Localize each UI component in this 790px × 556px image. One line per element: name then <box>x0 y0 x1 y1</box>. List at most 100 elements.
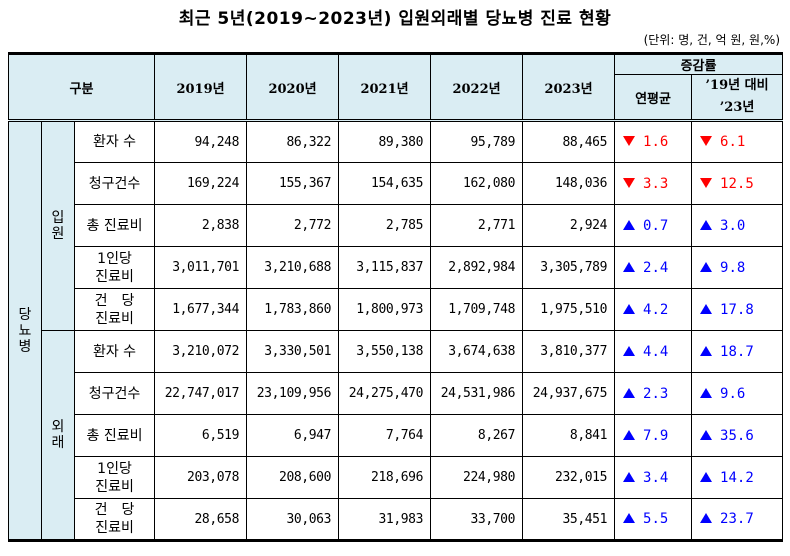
value-cell-2022: 95,789 <box>430 120 524 163</box>
annual-avg-rate: 2.4 <box>614 246 693 289</box>
group-label-0: 입원 <box>41 120 75 331</box>
annual-avg-rate: 0.7 <box>614 204 693 247</box>
disease-label-text: 당뇨병 <box>18 306 32 355</box>
row-label: 총 진료비 <box>73 414 156 457</box>
rate-value: 7.9 <box>643 427 669 444</box>
value-cell-2020: 1,783,860 <box>246 288 340 331</box>
rate-value: 2.3 <box>643 385 669 402</box>
row-label: 청구건수 <box>73 372 156 415</box>
header-year-2021: 2021년 <box>338 53 432 122</box>
table-row: 총 진료비 6,519 6,947 7,764 8,267 8,841 7.9 35.6 <box>9 414 784 457</box>
value-cell-2020: 23,109,956 <box>246 372 340 415</box>
value-cell-2022: 33,700 <box>430 498 524 541</box>
vs-2019-rate: 6.1 <box>691 120 784 163</box>
triangle-down-icon <box>700 177 713 188</box>
value-cell-2023: 2,924 <box>522 204 616 247</box>
value-cell-2022: 3,674,638 <box>430 330 524 373</box>
row-label: 1인당 진료비 <box>73 456 156 499</box>
row-label-line1: 1인당 <box>97 250 132 267</box>
row-label-line1: 1인당 <box>97 460 132 477</box>
rate-value: 14.2 <box>720 469 754 486</box>
rate-value: 23.7 <box>720 511 754 527</box>
value-cell-2021: 24,275,470 <box>338 372 432 415</box>
value-cell-2023: 1,975,510 <box>522 288 616 331</box>
disease-label: 당뇨병 <box>8 120 42 541</box>
value-cell-2019: 1,677,344 <box>154 288 248 331</box>
value-cell-2021: 31,983 <box>338 498 432 541</box>
value-cell-2019: 6,519 <box>154 414 248 457</box>
header-change-rate: 증감률 <box>614 53 784 75</box>
value-cell-2019: 94,248 <box>154 120 248 163</box>
value-cell-2020: 3,210,688 <box>246 246 340 289</box>
row-label-line1: 건 당 <box>94 292 135 309</box>
annual-avg-rate: 2.3 <box>614 372 693 415</box>
value-cell-2021: 89,380 <box>338 120 432 163</box>
value-cell-2019: 3,210,072 <box>154 330 248 373</box>
annual-avg-rate: 1.6 <box>614 120 693 163</box>
triangle-down-icon <box>623 136 636 146</box>
rate-value: 9.8 <box>720 259 746 276</box>
group-label-text: 입원 <box>51 210 65 242</box>
annual-avg-rate: 3.3 <box>614 162 693 205</box>
value-cell-2023: 24,937,675 <box>522 372 616 415</box>
unit-note: (단위: 명, 건, 억 원, 원,%) <box>643 33 780 47</box>
vs-2019-rate: 12.5 <box>691 162 784 205</box>
triangle-up-icon <box>623 429 636 440</box>
rate-value: 35.6 <box>720 427 754 444</box>
value-cell-2023: 3,810,377 <box>522 330 616 373</box>
triangle-up-icon <box>700 261 713 272</box>
triangle-up-icon <box>623 471 636 482</box>
triangle-up-icon <box>623 387 636 398</box>
header-annual-avg: 연평균 <box>614 74 693 122</box>
value-cell-2020: 30,063 <box>246 498 340 541</box>
value-cell-2021: 3,550,138 <box>338 330 432 373</box>
row-label-line1: 건 당 <box>94 502 135 518</box>
value-cell-2022: 162,080 <box>430 162 524 205</box>
header-vs-line1: ’19년 대비 <box>705 78 769 93</box>
triangle-up-icon <box>700 219 713 230</box>
rate-value: 1.6 <box>643 134 669 150</box>
row-label-line1: 총 진료비 <box>86 427 143 444</box>
annual-avg-rate: 5.5 <box>614 498 693 541</box>
row-label-line1: 청구건수 <box>88 175 141 192</box>
value-cell-2023: 3,305,789 <box>522 246 616 289</box>
value-cell-2019: 169,224 <box>154 162 248 205</box>
row-label: 환자 수 <box>73 120 156 163</box>
value-cell-2020: 208,600 <box>246 456 340 499</box>
value-cell-2023: 148,036 <box>522 162 616 205</box>
rate-value: 5.5 <box>643 511 669 527</box>
header-year-2020: 2020년 <box>246 53 340 122</box>
row-label-line1: 총 진료비 <box>86 217 143 234</box>
triangle-up-icon <box>700 429 713 440</box>
rate-value: 4.2 <box>643 301 669 318</box>
header-category: 구분 <box>7 53 156 122</box>
value-cell-2021: 218,696 <box>338 456 432 499</box>
table-row: 당뇨병 입원 환자 수 94,248 86,322 89,380 95,789 88,465 1… <box>8 120 784 541</box>
vs-2019-rate: 23.7 <box>691 498 784 541</box>
rate-value: 2.4 <box>643 259 669 276</box>
group-label-1: 외래 <box>41 330 75 541</box>
value-cell-2019: 203,078 <box>154 456 248 499</box>
row-label-line1: 환자 수 <box>92 343 137 360</box>
triangle-up-icon <box>623 513 636 523</box>
row-label-line2: 진료비 <box>95 520 134 536</box>
value-cell-2021: 154,635 <box>338 162 432 205</box>
value-cell-2020: 155,367 <box>246 162 340 205</box>
header-vs-line2: ’23년 <box>719 100 755 115</box>
header-year-2023: 2023년 <box>522 53 616 122</box>
vs-2019-rate: 17.8 <box>691 288 784 331</box>
table-body: 당뇨병 입원 환자 수 94,248 86,322 89,380 95,789 88,465 1… <box>8 120 784 541</box>
value-cell-2020: 3,330,501 <box>246 330 340 373</box>
table-row: 청구건수 22,747,017 23,109,956 24,275,470 24,531… <box>9 372 784 415</box>
value-cell-2021: 7,764 <box>338 414 432 457</box>
value-cell-2020: 86,322 <box>246 120 340 163</box>
table-row: 건 당 진료비 1,677,344 1,783,860 1,800,973 1,709,7… <box>9 288 784 331</box>
row-label: 건 당 진료비 <box>73 288 156 331</box>
value-cell-2023: 88,465 <box>522 120 616 163</box>
header-vs-2019: ’19년 대비 ’23년 <box>691 74 784 122</box>
value-cell-2022: 1,709,748 <box>430 288 524 331</box>
triangle-up-icon <box>700 345 713 356</box>
row-label-line1: 환자 수 <box>92 134 137 150</box>
value-cell-2021: 1,800,973 <box>338 288 432 331</box>
